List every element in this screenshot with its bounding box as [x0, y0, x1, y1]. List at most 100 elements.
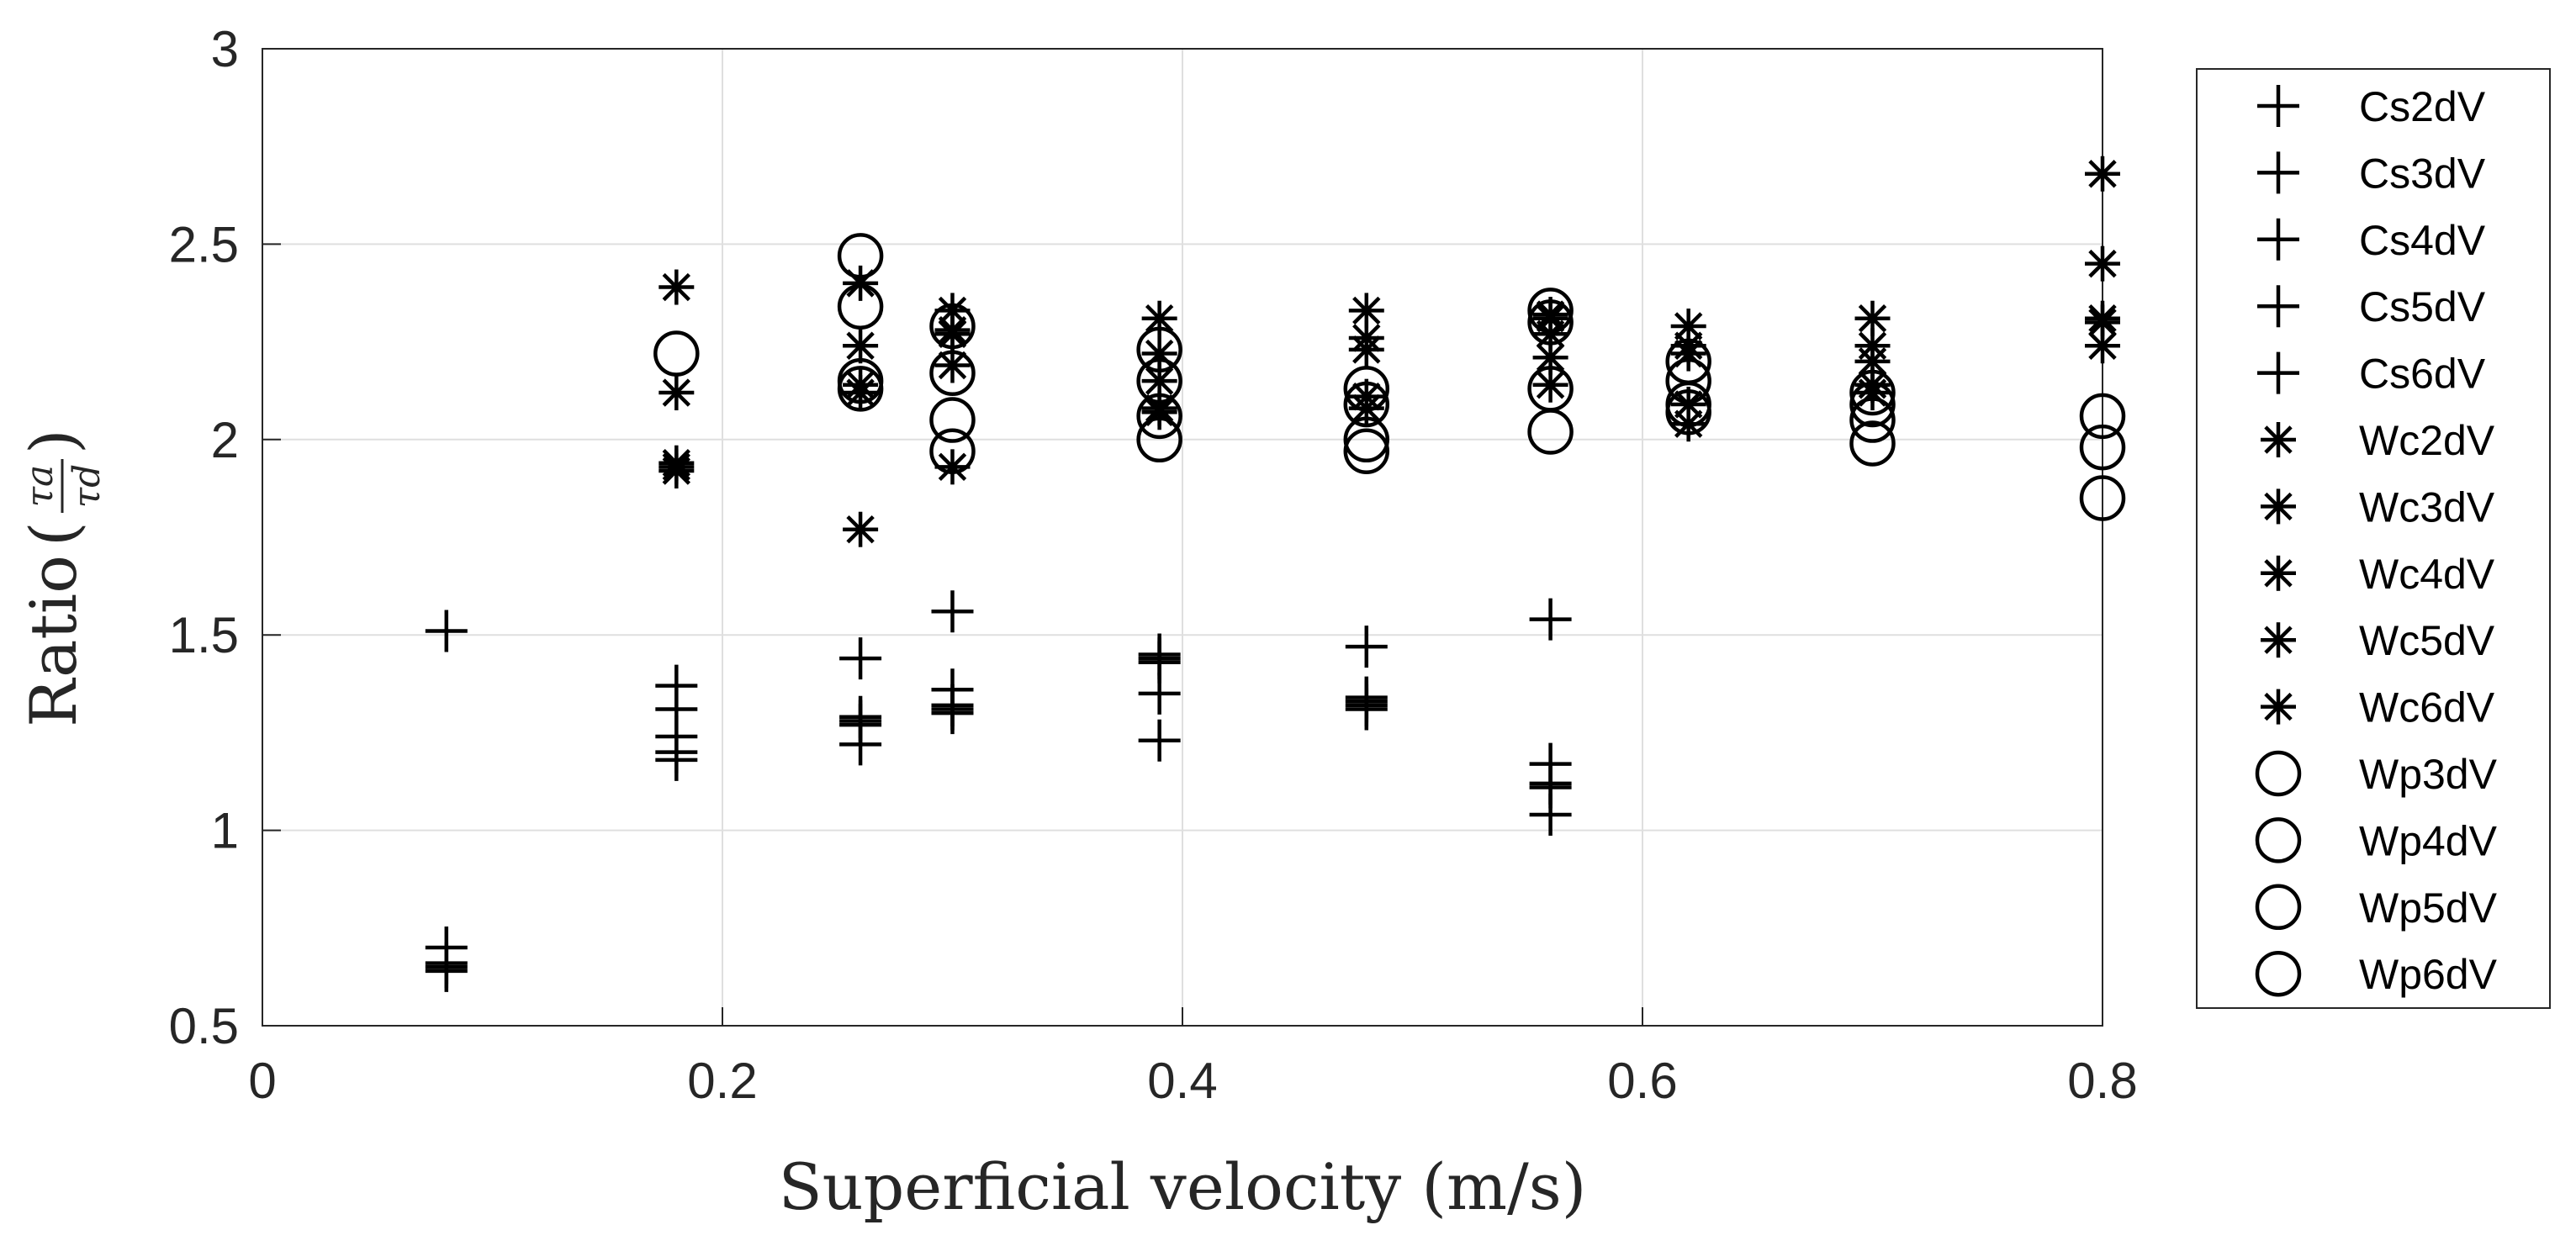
- data-point: [1345, 688, 1388, 731]
- legend-marker: [2257, 285, 2299, 328]
- y-tick-label: 0.5: [169, 998, 239, 1054]
- y-axis-title-text: Ratio: [16, 555, 91, 727]
- series-Wp6dV: [837, 366, 2126, 521]
- data-point: [934, 312, 971, 348]
- x-tick-label: 0.4: [1147, 1053, 1217, 1109]
- data-point: [1136, 357, 1182, 404]
- data-point: [931, 590, 974, 633]
- legend-marker: [2257, 85, 2299, 127]
- data-point: [655, 738, 698, 781]
- data-point: [1138, 637, 1181, 680]
- data-point: [843, 328, 879, 364]
- legend-label: Wc4dV: [2359, 551, 2495, 598]
- data-point: [2085, 300, 2120, 336]
- legend-label: Cs2dV: [2359, 83, 2486, 130]
- legend-label: Wp4dV: [2359, 817, 2498, 864]
- data-point: [1527, 299, 1574, 346]
- legend-marker: [2255, 750, 2302, 797]
- y-axis-title: Ratio ( τa τd ): [16, 429, 108, 727]
- data-point: [2079, 475, 2126, 521]
- data-point: [934, 347, 971, 383]
- legend: Cs2dV Cs3dV Cs4dV Cs5dV Cs6dV Wc2dV Wc3dV Wc4dV…: [2196, 68, 2551, 1009]
- data-point: [1136, 393, 1182, 440]
- data-point: [1138, 672, 1181, 715]
- y-axis-paren-right: ): [16, 429, 91, 454]
- series-Wp4dV: [837, 283, 2126, 471]
- x-axis-title: Superficial velocity (m/s): [779, 1149, 1587, 1224]
- legend-marker: [2257, 218, 2299, 261]
- data-point: [1529, 598, 1572, 641]
- data-point: [839, 637, 882, 680]
- legend-label: Wc6dV: [2359, 684, 2495, 731]
- x-tick-label: 0.6: [1607, 1053, 1677, 1109]
- data-point: [2085, 246, 2120, 282]
- legend-item-Cs5dV: Cs5dV: [2257, 283, 2486, 330]
- legend-label: Wp5dV: [2359, 884, 2498, 932]
- x-tick-label: 0: [248, 1053, 276, 1109]
- data-point: [1665, 389, 1711, 436]
- data-point: [839, 704, 882, 747]
- legend-item-Wc4dV: Wc4dV: [2261, 551, 2495, 598]
- data-point: [425, 610, 468, 652]
- data-point: [837, 283, 884, 330]
- legend-item-Cs2dV: Cs2dV: [2257, 83, 2486, 130]
- data-point: [1849, 381, 1896, 428]
- data-point: [1849, 397, 1896, 443]
- y-axis-ticks: 0.5 1 1.5 2 2.5 3: [169, 21, 281, 1054]
- data-point: [1343, 428, 1390, 474]
- y-tick-label: 3: [211, 21, 239, 77]
- legend-label: Cs4dV: [2359, 217, 2486, 264]
- data-point: [659, 449, 695, 485]
- data-point: [653, 330, 700, 377]
- data-point: [837, 366, 884, 412]
- legend-item-Wp6dV: Wp6dV: [2255, 950, 2498, 998]
- legend-item-Wp3dV: Wp3dV: [2255, 750, 2498, 798]
- legend-item-Wc6dV: Wc6dV: [2261, 684, 2495, 731]
- data-point: [1136, 326, 1182, 373]
- data-point: [837, 233, 884, 279]
- legend-label: Wc2dV: [2359, 417, 2495, 464]
- data-point: [1343, 381, 1390, 428]
- data-point: [929, 350, 976, 397]
- y-tick-label: 1.5: [169, 607, 239, 663]
- legend-marker: [2255, 817, 2302, 863]
- data-point: [2085, 156, 2120, 192]
- x-axis-ticks: 0 0.2 0.4 0.6 0.8: [248, 1007, 2138, 1109]
- data-point: [1348, 331, 1384, 367]
- legend-item-Wp4dV: Wp4dV: [2255, 817, 2498, 864]
- series-Wp3dV: [653, 233, 2126, 440]
- data-point: [659, 375, 695, 411]
- data-point: [425, 949, 468, 992]
- legend-marker: [2257, 151, 2299, 194]
- legend-item-Wc3dV: Wc3dV: [2261, 483, 2495, 531]
- x-tick-label: 0.8: [2067, 1053, 2137, 1109]
- x-tick-label: 0.2: [687, 1053, 757, 1109]
- data-point: [931, 688, 974, 731]
- data-point: [1532, 367, 1568, 403]
- legend-marker: [2261, 488, 2296, 525]
- y-tick-label: 1: [211, 803, 239, 859]
- data-point: [1138, 719, 1181, 762]
- legend-label: Cs3dV: [2359, 150, 2486, 197]
- legend-item-Wc2dV: Wc2dV: [2261, 417, 2495, 464]
- y-axis-fraction-denominator: τd: [66, 464, 108, 509]
- data-point: [1136, 416, 1182, 463]
- legend-marker: [2261, 555, 2296, 591]
- legend-label: Wp3dV: [2359, 751, 2498, 798]
- legend-label: Wc5dV: [2359, 617, 2495, 664]
- data-point: [929, 303, 976, 350]
- legend-item-Wc5dV: Wc5dV: [2261, 617, 2495, 664]
- data-point: [1665, 357, 1711, 404]
- data-point: [1532, 340, 1568, 376]
- data-markers: [425, 156, 2126, 992]
- legend-label: Wp6dV: [2359, 951, 2498, 998]
- y-axis-paren-left: (: [16, 521, 91, 546]
- y-tick-label: 2: [211, 412, 239, 468]
- data-point: [2079, 393, 2126, 440]
- data-point: [1527, 409, 1574, 455]
- series-Cs6dV: [425, 637, 1572, 992]
- y-axis-fraction-numerator: τa: [19, 465, 61, 508]
- data-point: [1343, 366, 1390, 412]
- legend-item-Cs3dV: Cs3dV: [2257, 150, 2486, 197]
